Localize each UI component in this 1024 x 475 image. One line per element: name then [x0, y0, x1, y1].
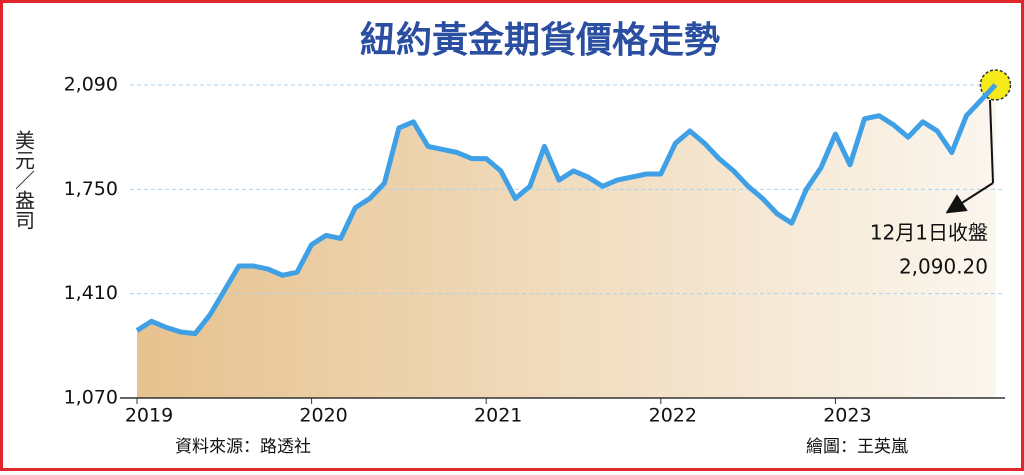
x-tick-label: 2023 — [823, 405, 871, 427]
x-tick-label: 2021 — [474, 405, 522, 427]
y-tick-label: 1,070 — [64, 387, 118, 409]
annotation-line — [989, 99, 994, 184]
y-tick-label: 1,410 — [64, 282, 118, 304]
y-tick-label: 1,750 — [64, 178, 118, 200]
line — [135, 83, 998, 337]
x-tick-label: 2019 — [125, 405, 173, 427]
annotation-arrow — [945, 182, 994, 214]
credit: 繪圖：王英嵐 — [806, 437, 908, 457]
value-label: 2,090.20 — [899, 255, 988, 279]
x-tick-label: 2020 — [299, 405, 347, 427]
x-tick-label: 2022 — [649, 405, 697, 427]
chart-title: 紐約黃金期貨價格走勢 — [360, 19, 720, 61]
y-axis-label: 美元／盎司 — [12, 130, 36, 230]
annotation: 12月1日收盤 — [870, 221, 988, 245]
y-tick-label: 2,090 — [64, 74, 118, 96]
area — [137, 84, 996, 399]
source: 資料來源：路透社 — [175, 437, 311, 457]
